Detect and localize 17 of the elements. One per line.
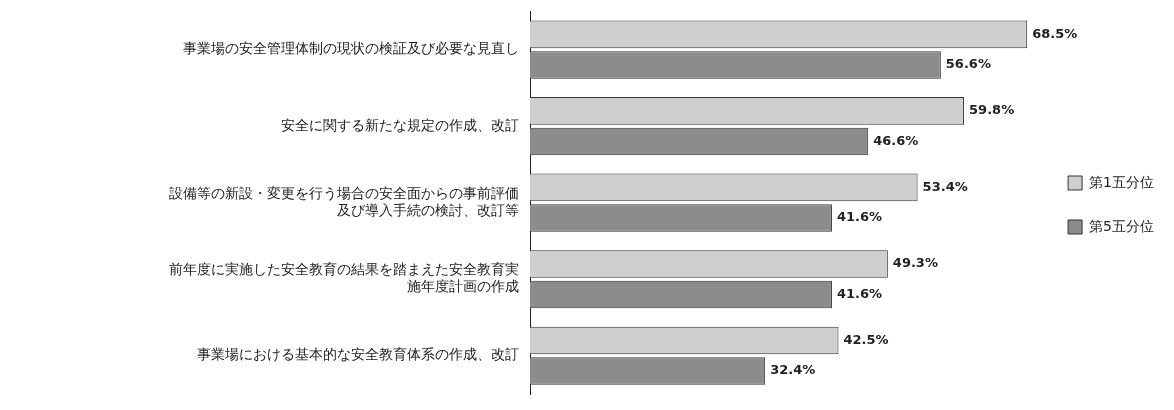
data-label: 46.6% — [873, 132, 919, 148]
legend-label: 第5五分位 — [1089, 217, 1155, 234]
y-tick-label: 事業場の安全管理体制の現状の検証及び必要な見直し — [183, 40, 519, 57]
data-label: 49.3% — [892, 255, 938, 271]
data-label: 68.5% — [1032, 25, 1078, 41]
legend-label: 第1五分位 — [1089, 173, 1155, 190]
data-label: 41.6% — [836, 285, 883, 301]
y-tick-label: 前年度に実施した安全教育の結果を踏まえた安全教育実施年度計画の作成 — [169, 261, 519, 295]
data-label: 53.4% — [922, 178, 968, 194]
y-tick-label: 安全に関する新たな規定の作成、改訂 — [281, 116, 519, 133]
data-label: 42.5% — [843, 331, 889, 347]
data-label: 56.6% — [945, 56, 991, 72]
y-tick-label: 事業場における基本的な安全教育体系の作成、改訂 — [197, 346, 519, 363]
data-label: 59.8% — [969, 102, 1015, 118]
data-label: 32.4% — [770, 362, 816, 378]
data-label: 41.6% — [836, 209, 883, 225]
y-tick-label: 設備等の新設・変更を行う場合の安全面からの事前評価及び導入手続の検討、改訂等 — [169, 184, 519, 218]
